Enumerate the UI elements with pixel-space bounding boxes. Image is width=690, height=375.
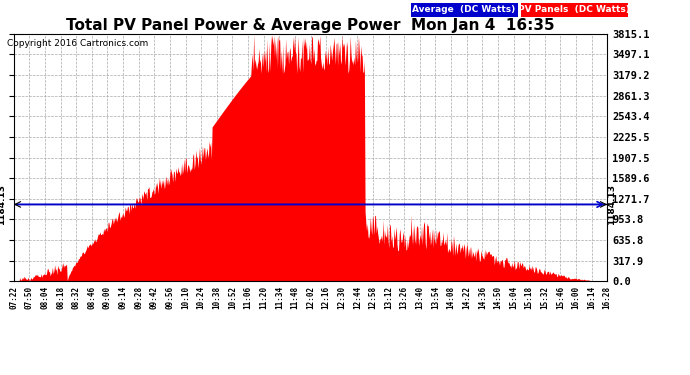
Title: Total PV Panel Power & Average Power  Mon Jan 4  16:35: Total PV Panel Power & Average Power Mon… — [66, 18, 555, 33]
Text: Average  (DC Watts): Average (DC Watts) — [413, 5, 515, 14]
Text: Copyright 2016 Cartronics.com: Copyright 2016 Cartronics.com — [7, 39, 148, 48]
Text: PV Panels  (DC Watts): PV Panels (DC Watts) — [518, 5, 631, 14]
Text: 1184.13: 1184.13 — [607, 184, 616, 225]
Text: 1184.13: 1184.13 — [0, 184, 6, 225]
